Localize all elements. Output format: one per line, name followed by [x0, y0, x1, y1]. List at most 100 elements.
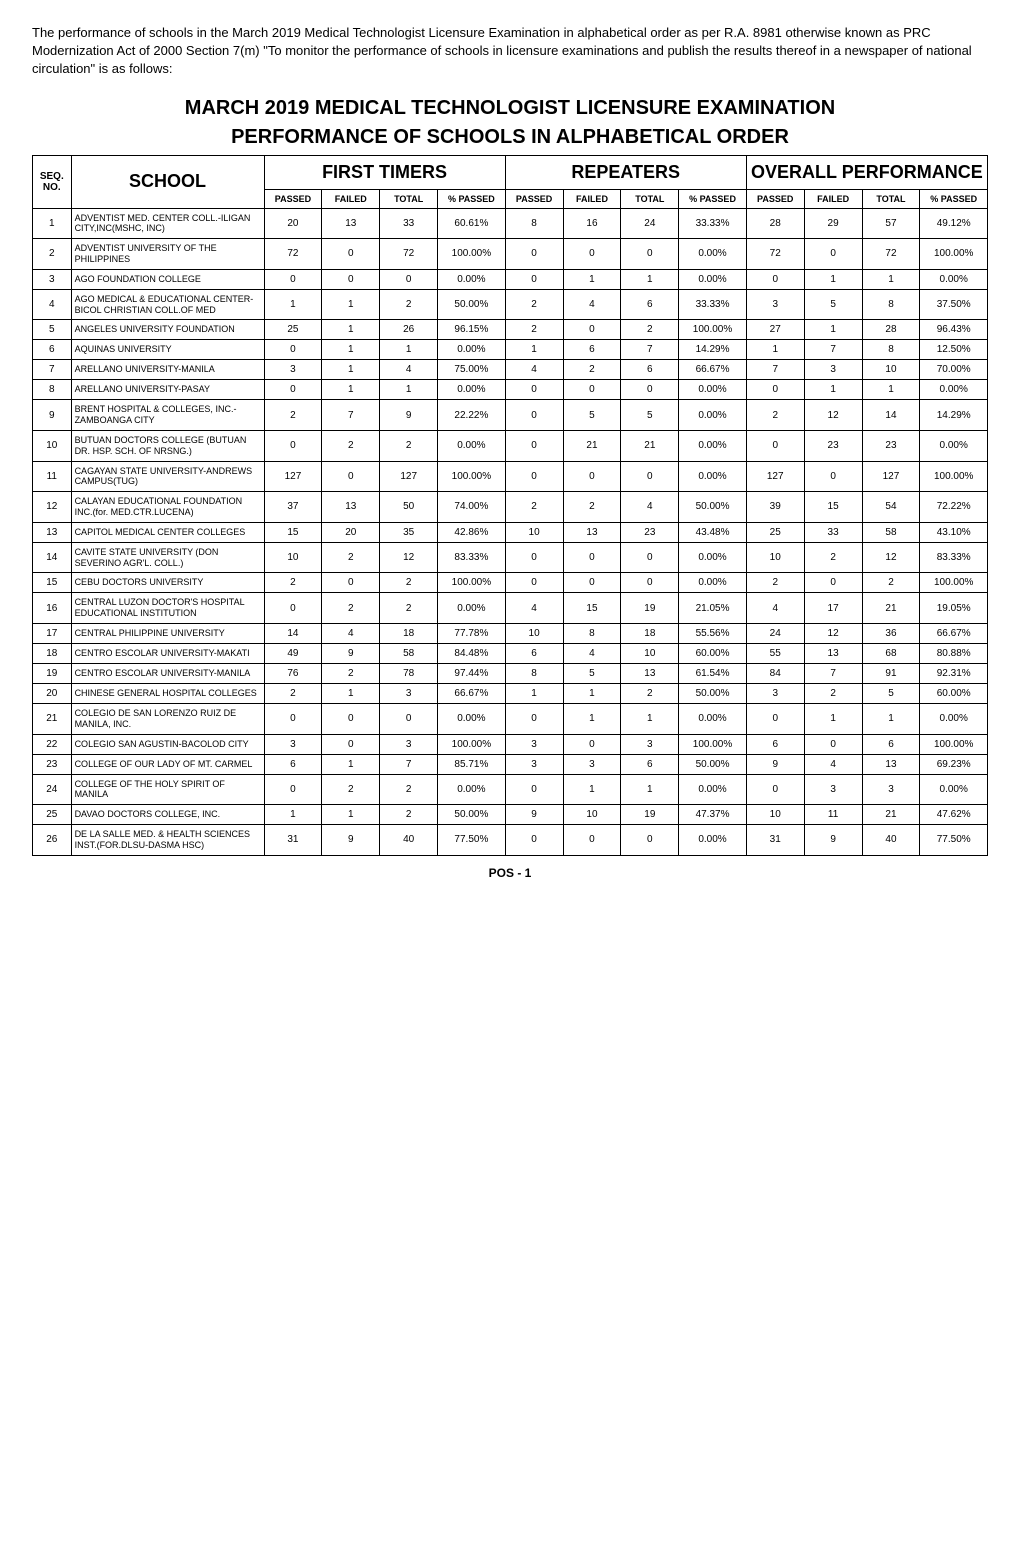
cell-school: ADVENTIST MED. CENTER COLL.-ILIGAN CITY,…: [71, 208, 264, 239]
cell-repeat-passed: 2: [505, 492, 563, 523]
cell-first-passed: 31: [264, 825, 322, 856]
cell-first-failed: 4: [322, 623, 380, 643]
th-first-timers: FIRST TIMERS: [264, 155, 505, 189]
cell-overall-pct: 19.05%: [920, 593, 988, 624]
cell-first-pct: 50.00%: [438, 289, 506, 320]
cell-overall-pct: 100.00%: [920, 461, 988, 492]
cell-overall-total: 72: [862, 239, 920, 270]
cell-repeat-total: 0: [621, 239, 679, 270]
cell-first-total: 1: [380, 340, 438, 360]
cell-repeat-passed: 0: [505, 380, 563, 400]
cell-seq: 24: [33, 774, 72, 805]
table-row: 23COLLEGE OF OUR LADY OF MT. CARMEL61785…: [33, 754, 988, 774]
cell-repeat-total: 23: [621, 522, 679, 542]
cell-seq: 10: [33, 430, 72, 461]
cell-repeat-passed: 3: [505, 754, 563, 774]
table-row: 15CEBU DOCTORS UNIVERSITY202100.00%0000.…: [33, 573, 988, 593]
cell-overall-failed: 1: [804, 269, 862, 289]
cell-seq: 7: [33, 360, 72, 380]
cell-first-total: 2: [380, 430, 438, 461]
cell-overall-passed: 2: [746, 400, 804, 431]
cell-first-pct: 42.86%: [438, 522, 506, 542]
cell-overall-pct: 14.29%: [920, 400, 988, 431]
cell-school: CHINESE GENERAL HOSPITAL COLLEGES: [71, 683, 264, 703]
cell-overall-total: 14: [862, 400, 920, 431]
cell-overall-total: 21: [862, 593, 920, 624]
cell-overall-failed: 23: [804, 430, 862, 461]
cell-repeat-pct: 100.00%: [679, 734, 747, 754]
cell-first-total: 58: [380, 643, 438, 663]
cell-first-passed: 76: [264, 663, 322, 683]
cell-overall-failed: 0: [804, 461, 862, 492]
cell-school: ARELLANO UNIVERSITY-PASAY: [71, 380, 264, 400]
cell-school: BUTUAN DOCTORS COLLEGE (BUTUAN DR. HSP. …: [71, 430, 264, 461]
cell-repeat-total: 3: [621, 734, 679, 754]
cell-repeat-failed: 15: [563, 593, 621, 624]
cell-repeat-failed: 0: [563, 734, 621, 754]
cell-first-passed: 25: [264, 320, 322, 340]
cell-first-pct: 0.00%: [438, 774, 506, 805]
cell-first-passed: 2: [264, 573, 322, 593]
cell-overall-passed: 0: [746, 430, 804, 461]
cell-first-failed: 13: [322, 492, 380, 523]
cell-repeat-failed: 0: [563, 380, 621, 400]
cell-overall-total: 13: [862, 754, 920, 774]
cell-overall-failed: 1: [804, 380, 862, 400]
table-row: 19CENTRO ESCOLAR UNIVERSITY-MANILA762789…: [33, 663, 988, 683]
table-row: 2ADVENTIST UNIVERSITY OF THE PHILIPPINES…: [33, 239, 988, 270]
cell-first-total: 12: [380, 542, 438, 573]
cell-seq: 20: [33, 683, 72, 703]
cell-school: DE LA SALLE MED. & HEALTH SCIENCES INST.…: [71, 825, 264, 856]
cell-overall-passed: 24: [746, 623, 804, 643]
table-row: 22COLEGIO SAN AGUSTIN-BACOLOD CITY303100…: [33, 734, 988, 754]
cell-overall-failed: 2: [804, 542, 862, 573]
cell-overall-total: 40: [862, 825, 920, 856]
cell-repeat-failed: 0: [563, 542, 621, 573]
cell-seq: 19: [33, 663, 72, 683]
cell-first-pct: 75.00%: [438, 360, 506, 380]
cell-first-total: 72: [380, 239, 438, 270]
cell-overall-passed: 0: [746, 269, 804, 289]
cell-repeat-failed: 0: [563, 461, 621, 492]
cell-repeat-failed: 8: [563, 623, 621, 643]
cell-first-passed: 0: [264, 430, 322, 461]
cell-first-pct: 60.61%: [438, 208, 506, 239]
cell-overall-passed: 4: [746, 593, 804, 624]
cell-first-failed: 2: [322, 542, 380, 573]
cell-repeat-passed: 0: [505, 825, 563, 856]
cell-first-passed: 0: [264, 340, 322, 360]
cell-repeat-pct: 21.05%: [679, 593, 747, 624]
cell-overall-failed: 7: [804, 663, 862, 683]
cell-repeat-pct: 0.00%: [679, 703, 747, 734]
cell-first-total: 4: [380, 360, 438, 380]
cell-repeat-pct: 0.00%: [679, 400, 747, 431]
cell-overall-failed: 0: [804, 734, 862, 754]
th-seq: SEQ. NO.: [33, 155, 72, 208]
cell-school: BRENT HOSPITAL & COLLEGES, INC.-ZAMBOANG…: [71, 400, 264, 431]
cell-overall-pct: 100.00%: [920, 734, 988, 754]
cell-first-pct: 0.00%: [438, 340, 506, 360]
cell-repeat-total: 1: [621, 703, 679, 734]
cell-first-total: 2: [380, 573, 438, 593]
cell-repeat-pct: 60.00%: [679, 643, 747, 663]
cell-repeat-failed: 2: [563, 492, 621, 523]
cell-overall-passed: 9: [746, 754, 804, 774]
th-total: TOTAL: [621, 189, 679, 208]
cell-first-pct: 0.00%: [438, 380, 506, 400]
cell-repeat-failed: 1: [563, 774, 621, 805]
table-row: 8ARELLANO UNIVERSITY-PASAY0110.00%0000.0…: [33, 380, 988, 400]
cell-first-pct: 85.71%: [438, 754, 506, 774]
th-total: TOTAL: [862, 189, 920, 208]
cell-first-passed: 20: [264, 208, 322, 239]
cell-overall-failed: 12: [804, 400, 862, 431]
cell-first-total: 9: [380, 400, 438, 431]
cell-repeat-passed: 1: [505, 683, 563, 703]
cell-repeat-failed: 5: [563, 400, 621, 431]
cell-repeat-passed: 0: [505, 774, 563, 805]
table-row: 11CAGAYAN STATE UNIVERSITY-ANDREWS CAMPU…: [33, 461, 988, 492]
cell-repeat-failed: 1: [563, 703, 621, 734]
cell-overall-total: 54: [862, 492, 920, 523]
cell-repeat-passed: 2: [505, 320, 563, 340]
table-row: 26DE LA SALLE MED. & HEALTH SCIENCES INS…: [33, 825, 988, 856]
cell-overall-failed: 0: [804, 239, 862, 270]
